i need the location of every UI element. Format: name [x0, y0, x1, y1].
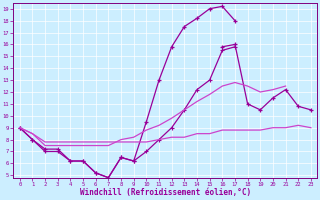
X-axis label: Windchill (Refroidissement éolien,°C): Windchill (Refroidissement éolien,°C) — [80, 188, 251, 197]
